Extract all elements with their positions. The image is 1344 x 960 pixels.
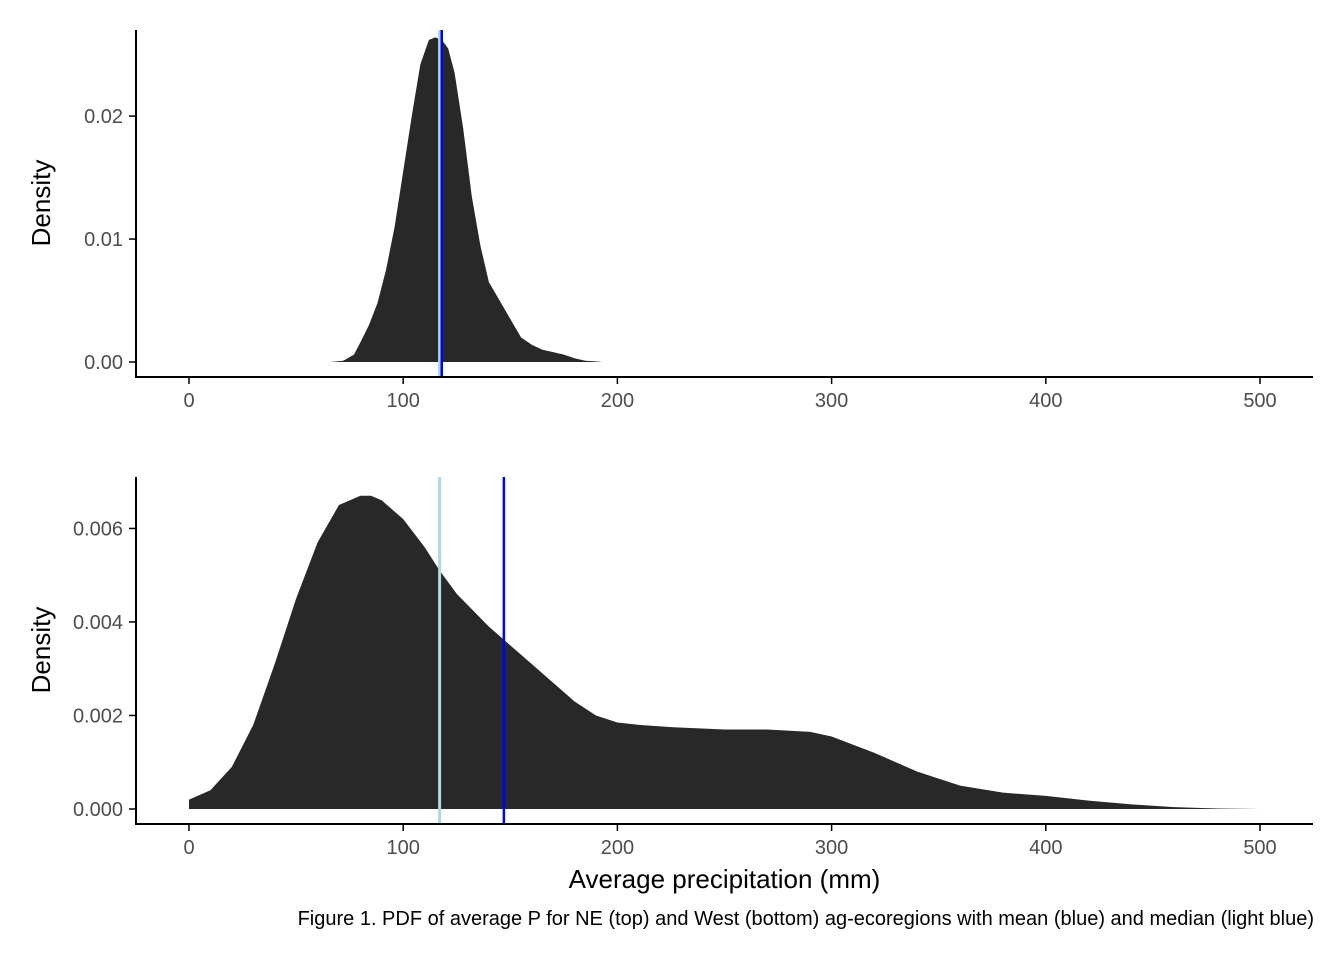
y-tick-label: 0.01 — [84, 229, 123, 251]
x-tick-label: 300 — [815, 837, 848, 859]
x-tick-label: 300 — [815, 390, 848, 412]
density-area — [330, 37, 603, 362]
x-tick-label: 500 — [1243, 390, 1276, 412]
y-tick-label: 0.006 — [73, 518, 123, 540]
x-tick-label: 500 — [1243, 837, 1276, 859]
x-tick-label: 400 — [1029, 837, 1062, 859]
x-tick-label: 400 — [1029, 390, 1062, 412]
top-density-panel: 0 100 200 300 400 500 0.00 0.01 0.02 Density — [26, 30, 1313, 412]
x-tick-label: 200 — [601, 837, 634, 859]
x-tick-label: 100 — [387, 390, 420, 412]
y-axis-title: Density — [26, 160, 56, 247]
density-area — [189, 495, 1260, 809]
x-tick-label: 100 — [387, 837, 420, 859]
x-tick-label: 200 — [601, 390, 634, 412]
figure-caption: Figure 1. PDF of average P for NE (top) … — [298, 908, 1314, 930]
y-tick-label: 0.002 — [73, 705, 123, 727]
y-tick-label: 0.02 — [84, 106, 123, 128]
x-tick-label: 0 — [183, 837, 194, 859]
y-tick-label: 0.004 — [73, 612, 123, 634]
bottom-density-panel: 0 100 200 300 400 500 0.000 0.002 0.004 0.006 Dens… — [26, 477, 1313, 894]
y-axis-title: Density — [26, 607, 56, 694]
y-tick-label: 0.00 — [84, 352, 123, 374]
x-tick-label: 0 — [183, 390, 194, 412]
y-tick-label: 0.000 — [73, 799, 123, 821]
x-axis-title: Average precipitation (mm) — [569, 864, 881, 894]
